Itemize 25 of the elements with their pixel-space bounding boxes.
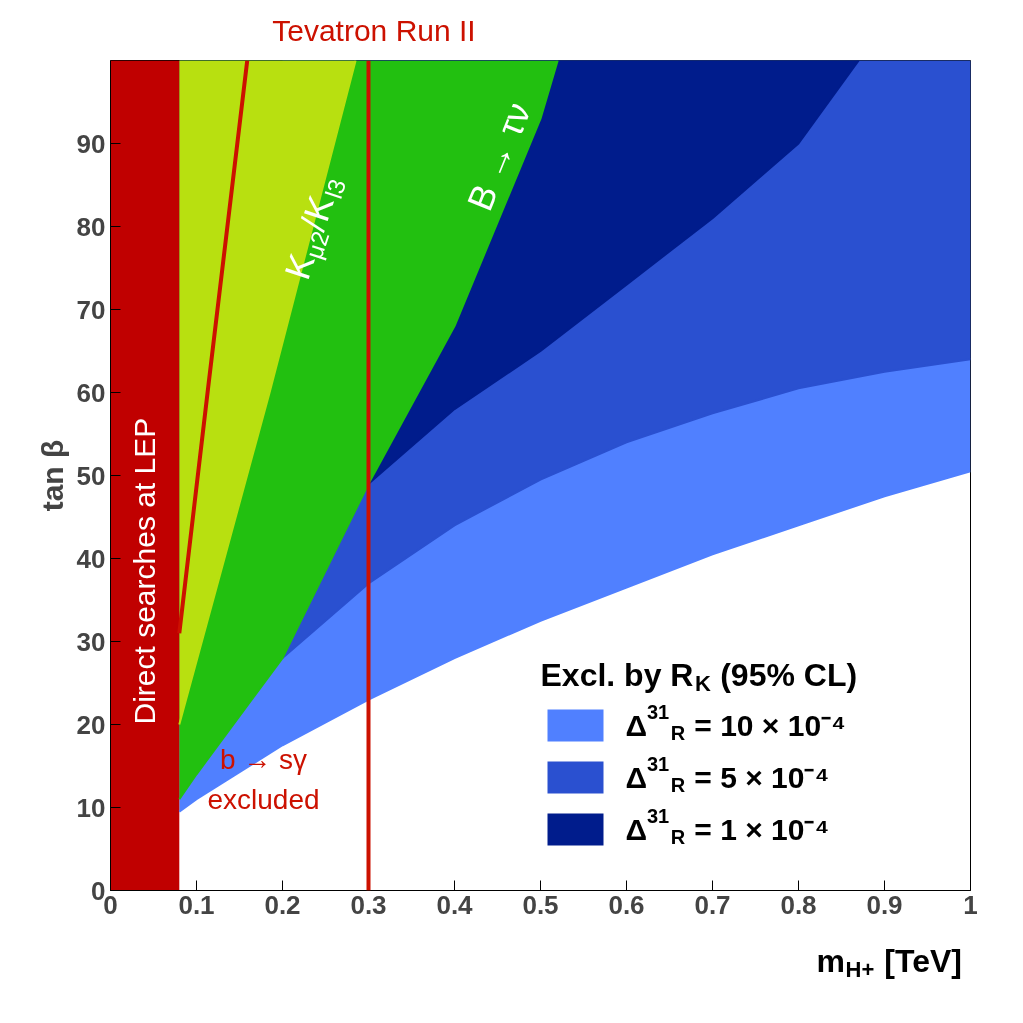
y-axis-title: tan β [35, 439, 69, 512]
series-label: Tevatron Run II [272, 14, 476, 48]
y-tick-label: 30 [76, 626, 106, 657]
y-tick-label: 40 [76, 543, 106, 574]
x-tick-label: 0.5 [522, 889, 559, 920]
ref-line-label: b → sγ excluded [207, 744, 320, 816]
x-tick-label: 0.1 [178, 889, 215, 920]
x-tick-label: 0.8 [780, 889, 817, 920]
y-tick-label: 20 [76, 709, 106, 740]
x-tick-label: 0.7 [694, 889, 731, 920]
x-tick-label: 1 [963, 889, 978, 920]
x-tick-label: 0.4 [436, 889, 474, 920]
x-tick-label: 0.3 [350, 889, 387, 920]
y-tick-label: 80 [76, 211, 106, 242]
y-tick-label: 90 [76, 128, 106, 159]
y-tick-label: 70 [76, 294, 106, 325]
x-tick-label: 0.9 [866, 889, 903, 920]
x-tick-label: 0.6 [608, 889, 645, 920]
x-tick-label: 0.2 [264, 889, 301, 920]
band-label: Direct searches at LEP [128, 417, 162, 725]
annotation: Kμ2/Kl3 [276, 175, 352, 285]
annotation: B → τν [458, 96, 539, 217]
y-tick-label: 60 [76, 377, 106, 408]
y-tick-label: 10 [76, 792, 106, 823]
y-tick-label: 50 [76, 460, 106, 491]
